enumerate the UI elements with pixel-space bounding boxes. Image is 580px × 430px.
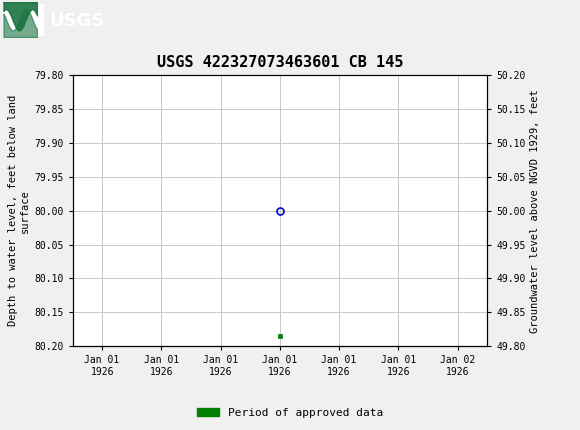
Y-axis label: Depth to water level, feet below land
surface: Depth to water level, feet below land su… <box>8 95 30 326</box>
Y-axis label: Groundwater level above NGVD 1929, feet: Groundwater level above NGVD 1929, feet <box>530 89 540 332</box>
Title: USGS 422327073463601 CB 145: USGS 422327073463601 CB 145 <box>157 55 403 70</box>
Legend: Period of approved data: Period of approved data <box>193 403 387 422</box>
Text: USGS: USGS <box>49 12 104 30</box>
FancyBboxPatch shape <box>3 4 43 36</box>
